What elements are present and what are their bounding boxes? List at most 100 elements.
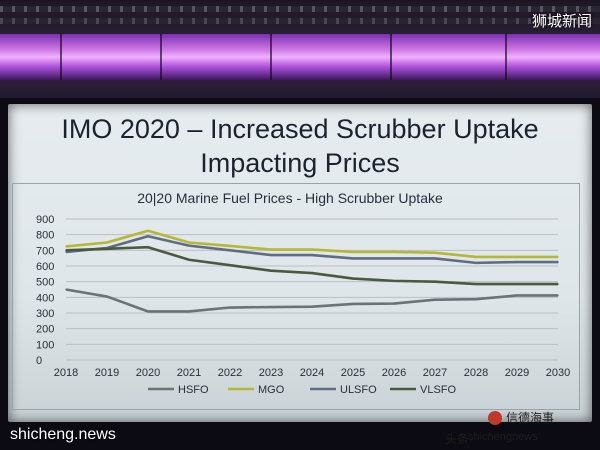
data-point-hsfo (188, 310, 190, 313)
data-point-mgo (352, 251, 354, 253)
y-tick-label: 900 (36, 214, 54, 226)
legend-label: VLSFO (420, 384, 457, 396)
y-tick-label: 300 (36, 308, 54, 320)
data-point-hsfo (65, 288, 67, 291)
watermark-prefix: 头条 (445, 432, 470, 446)
x-tick-label: 2027 (423, 367, 447, 379)
data-point-hsfo (352, 303, 354, 305)
legend-label: ULSFO (340, 384, 377, 396)
data-point-ulsfo (475, 262, 477, 264)
x-tick-label: 2029 (505, 367, 529, 379)
data-point-mgo (106, 241, 108, 244)
data-point-vlsfo (106, 247, 108, 250)
data-point-hsfo (311, 305, 313, 308)
data-point-mgo (147, 229, 149, 232)
x-tick-label: 2022 (218, 367, 242, 379)
led-wall (0, 34, 600, 80)
data-point-mgo (65, 245, 67, 248)
data-point-ulsfo (516, 261, 518, 263)
x-tick-label: 2021 (177, 367, 201, 379)
watermark-top: 狮城新闻 (531, 12, 592, 30)
data-point-vlsfo (311, 272, 313, 274)
stage-lighting (0, 0, 600, 98)
watermark-logo-text: 信德海事 (506, 411, 555, 425)
data-point-hsfo (147, 310, 149, 313)
data-point-hsfo (516, 294, 518, 297)
data-point-vlsfo (393, 280, 395, 282)
data-point-vlsfo (434, 280, 436, 283)
data-point-hsfo (475, 298, 477, 301)
legend-label: HSFO (178, 384, 209, 396)
led-panel-divider (505, 34, 507, 80)
watermark-site: shichengnews (468, 431, 538, 443)
y-tick-label: 400 (36, 292, 54, 304)
data-point-vlsfo (516, 283, 518, 285)
data-point-mgo (188, 241, 190, 244)
data-point-mgo (516, 256, 518, 258)
data-point-vlsfo (188, 258, 190, 261)
data-point-vlsfo (557, 283, 559, 285)
data-point-hsfo (557, 294, 559, 297)
y-tick-label: 0 (36, 355, 42, 367)
y-tick-label: 700 (36, 245, 54, 257)
led-panel-divider (270, 34, 272, 80)
chart-frame (12, 183, 580, 410)
x-tick-label: 2025 (341, 367, 365, 379)
x-tick-label: 2018 (54, 367, 78, 379)
data-point-ulsfo (188, 244, 190, 247)
y-tick-label: 500 (36, 277, 54, 289)
data-point-hsfo (393, 302, 395, 305)
x-tick-label: 2019 (95, 367, 119, 379)
x-tick-label: 2023 (259, 367, 283, 379)
data-point-ulsfo (352, 257, 354, 260)
data-point-ulsfo (147, 235, 149, 238)
data-point-mgo (311, 248, 313, 251)
data-point-vlsfo (352, 277, 354, 280)
data-point-vlsfo (270, 269, 272, 272)
x-tick-label: 2020 (136, 367, 160, 379)
data-point-ulsfo (311, 254, 313, 256)
truss-rail (0, 6, 600, 12)
y-tick-label: 200 (36, 324, 54, 336)
data-point-ulsfo (270, 254, 272, 256)
y-tick-label: 600 (36, 261, 54, 273)
truss-rail (0, 18, 600, 24)
led-panel-divider (60, 34, 62, 80)
bottom-band (0, 422, 600, 450)
data-point-hsfo (106, 295, 108, 298)
slide-title: IMO 2020 – Increased Scrubber Uptake Imp… (8, 112, 592, 180)
data-point-hsfo (229, 306, 231, 309)
data-point-hsfo (434, 298, 436, 301)
data-point-mgo (475, 256, 477, 258)
data-point-vlsfo (229, 264, 231, 267)
data-point-mgo (393, 251, 395, 253)
x-tick-label: 2030 (546, 367, 570, 379)
data-point-mgo (229, 245, 231, 247)
data-point-mgo (434, 251, 436, 254)
data-point-vlsfo (147, 246, 149, 248)
logo-icon (488, 410, 502, 425)
slide-title-line1: IMO 2020 – Increased Scrubber Uptake (61, 114, 539, 144)
slide-title-line2: Impacting Prices (200, 148, 400, 178)
watermark-logo: 信德海事 (488, 409, 554, 426)
data-point-ulsfo (393, 257, 395, 260)
x-tick-label: 2024 (300, 367, 324, 379)
data-point-ulsfo (229, 249, 231, 252)
data-point-vlsfo (65, 249, 67, 252)
x-tick-label: 2028 (464, 367, 488, 379)
data-point-ulsfo (557, 261, 559, 263)
data-point-hsfo (270, 306, 272, 308)
data-point-mgo (270, 248, 272, 251)
chart-title: 20|20 Marine Fuel Prices - High Scrubber… (137, 190, 443, 206)
data-point-vlsfo (475, 283, 477, 285)
y-tick-label: 800 (36, 230, 54, 242)
data-point-mgo (557, 256, 559, 258)
led-panel-divider (390, 34, 392, 80)
led-panel-divider (160, 34, 162, 80)
series-line-hsfo (65, 288, 558, 313)
legend-label: MGO (258, 384, 285, 396)
x-tick-label: 2026 (382, 367, 406, 379)
watermark-bottom-left: shicheng.news (10, 426, 116, 443)
y-tick-label: 100 (36, 339, 54, 351)
